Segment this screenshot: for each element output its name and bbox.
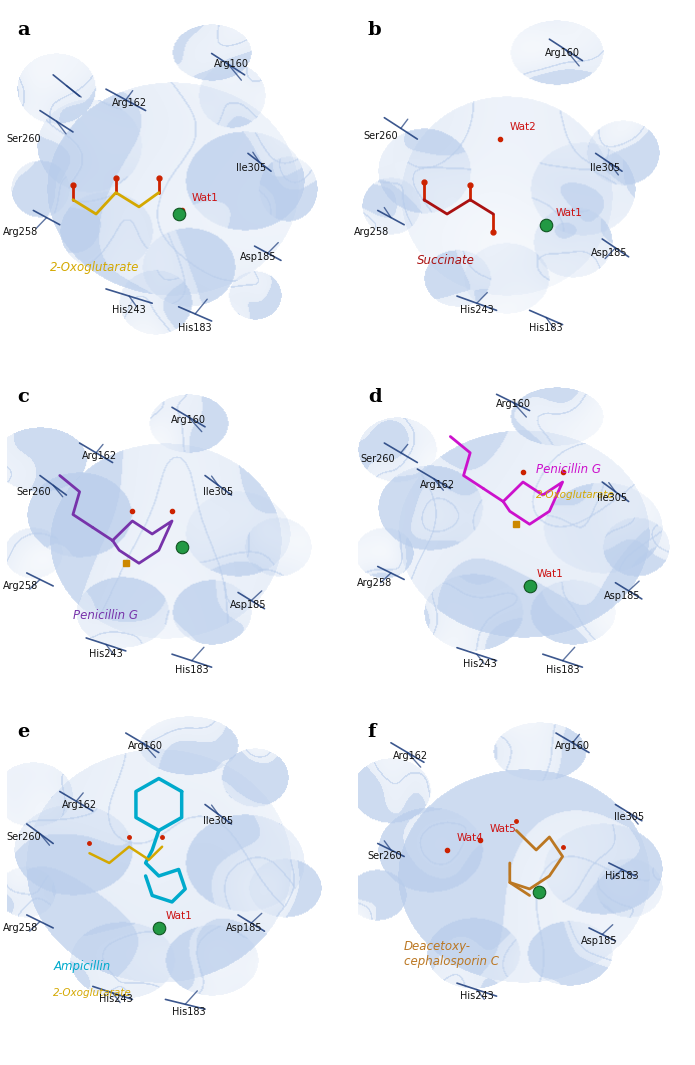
Text: Arg258: Arg258 [354,227,389,236]
Text: Asp185: Asp185 [591,248,627,258]
Text: Ile305: Ile305 [203,487,234,496]
Text: His183: His183 [605,871,639,881]
Text: Ser260: Ser260 [16,487,51,496]
Text: Ile305: Ile305 [236,163,266,173]
Text: d: d [368,388,382,406]
Text: Ile305: Ile305 [203,816,234,825]
Text: His243: His243 [89,650,123,659]
Text: Wat5: Wat5 [490,823,516,834]
Text: Arg162: Arg162 [62,800,97,809]
Text: His183: His183 [530,323,563,333]
Text: 2-Oxoglutarate: 2-Oxoglutarate [537,490,615,499]
Text: Asp185: Asp185 [580,936,617,946]
Text: Arg258: Arg258 [3,227,38,236]
Text: Succinate: Succinate [417,253,475,267]
Text: f: f [368,723,376,741]
Text: Ser260: Ser260 [361,455,395,464]
Text: Ser260: Ser260 [6,832,41,842]
Text: Arg160: Arg160 [171,415,206,425]
Text: Penicillin G: Penicillin G [73,609,138,622]
Text: Arg162: Arg162 [393,751,428,760]
Text: Ile305: Ile305 [591,163,621,173]
Text: His183: His183 [172,1007,205,1017]
Text: Arg160: Arg160 [128,741,163,751]
Text: Asp185: Asp185 [229,601,266,610]
Text: Arg160: Arg160 [214,60,249,69]
Text: His183: His183 [546,666,580,675]
Text: Ser260: Ser260 [363,131,398,141]
Text: Arg162: Arg162 [82,452,117,461]
Text: a: a [17,21,30,39]
Text: e: e [17,723,29,741]
Text: His243: His243 [460,992,493,1001]
Text: Penicillin G: Penicillin G [537,462,601,476]
Text: 2-Oxoglutarate: 2-Oxoglutarate [54,988,132,998]
Text: b: b [368,21,382,39]
Text: Arg162: Arg162 [420,480,455,490]
Text: Ile305: Ile305 [614,813,644,822]
Text: Asp185: Asp185 [227,923,263,933]
Text: Asp185: Asp185 [604,591,640,601]
Text: Ampicillin: Ampicillin [54,961,111,973]
Text: Wat1: Wat1 [556,208,582,217]
Text: Wat1: Wat1 [537,570,563,579]
Text: Wat4: Wat4 [457,834,484,843]
Text: Arg160: Arg160 [555,741,590,751]
Text: His243: His243 [99,995,133,1004]
Text: His243: His243 [463,659,497,669]
Text: His183: His183 [179,323,212,333]
Text: Arg258: Arg258 [357,577,392,588]
Text: Arg258: Arg258 [3,923,38,933]
Text: Ile305: Ile305 [597,493,627,504]
Text: c: c [17,388,28,406]
Text: Arg160: Arg160 [545,49,580,59]
Text: Deacetoxy-
cephalosporin C: Deacetoxy- cephalosporin C [404,940,499,968]
Text: Ser260: Ser260 [367,852,402,862]
Text: His243: His243 [460,306,493,315]
Text: Asp185: Asp185 [240,251,276,262]
Text: Arg160: Arg160 [496,399,530,409]
Text: 2-Oxoglutarate: 2-Oxoglutarate [50,261,139,274]
Text: His243: His243 [112,306,146,315]
Text: Arg162: Arg162 [111,98,147,109]
Text: His183: His183 [175,666,208,675]
Text: Wat1: Wat1 [165,912,192,921]
Text: Ser260: Ser260 [6,134,41,144]
Text: Wat2: Wat2 [510,122,537,132]
Text: Arg258: Arg258 [3,581,38,591]
Text: Wat1: Wat1 [192,194,218,203]
